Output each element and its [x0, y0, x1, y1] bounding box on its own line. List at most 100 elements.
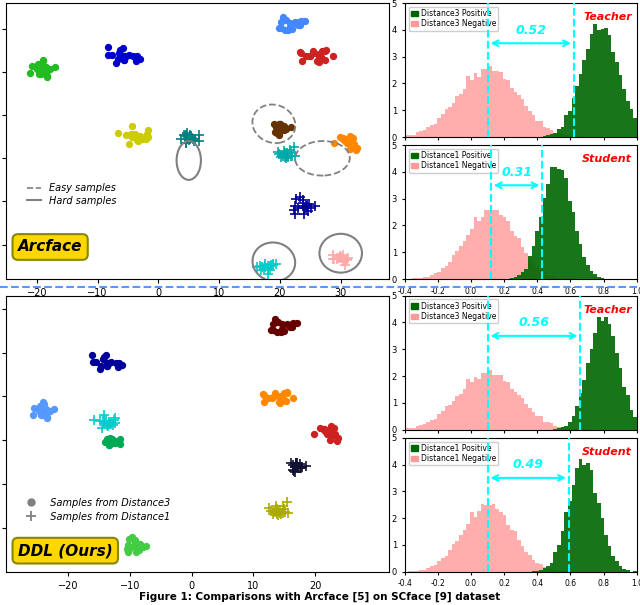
Point — [269, 388, 280, 397]
Point — [255, 266, 266, 275]
Bar — [557, 427, 561, 430]
Text: DDL (Ours): DDL (Ours) — [18, 543, 113, 558]
Point — [89, 415, 99, 425]
Bar — [600, 321, 604, 430]
Point — [25, 68, 35, 78]
Bar — [463, 88, 467, 137]
Bar — [517, 275, 521, 279]
Point — [100, 416, 111, 426]
Bar — [452, 401, 456, 430]
Bar — [622, 90, 626, 137]
Point — [38, 63, 48, 73]
Point — [42, 71, 52, 80]
Point — [104, 358, 115, 368]
Point — [316, 53, 326, 62]
Point — [36, 70, 46, 79]
Point — [99, 352, 109, 362]
Point — [131, 548, 141, 557]
Point — [298, 201, 308, 211]
Bar — [561, 127, 564, 137]
Point — [274, 123, 284, 133]
Point — [268, 259, 278, 269]
Point — [127, 132, 137, 142]
Bar — [543, 136, 546, 137]
Point — [309, 48, 319, 58]
Point — [42, 72, 52, 82]
Point — [131, 56, 141, 66]
Bar — [441, 268, 445, 279]
Point — [136, 132, 146, 142]
Bar — [419, 425, 423, 430]
Point — [266, 506, 276, 515]
Bar — [441, 411, 445, 430]
Point — [99, 410, 109, 420]
Bar — [521, 546, 524, 572]
Bar — [604, 317, 608, 430]
Bar — [441, 114, 445, 137]
Bar — [445, 407, 448, 430]
Bar — [524, 253, 528, 279]
Point — [259, 397, 269, 407]
Bar — [575, 468, 579, 572]
Point — [342, 139, 352, 148]
Bar — [593, 492, 597, 572]
Point — [320, 47, 330, 56]
Bar — [459, 394, 463, 430]
Point — [276, 18, 286, 27]
Point — [271, 122, 282, 132]
Bar — [539, 121, 543, 137]
Point — [335, 132, 345, 142]
Point — [134, 54, 145, 64]
Point — [125, 543, 135, 553]
Point — [275, 124, 285, 134]
Point — [132, 541, 143, 551]
Point — [323, 429, 333, 439]
Bar — [535, 416, 539, 430]
Bar — [532, 116, 535, 137]
Bar — [568, 136, 572, 137]
Point — [124, 534, 134, 544]
Bar — [550, 129, 554, 137]
Bar — [517, 395, 521, 430]
Bar — [611, 52, 615, 137]
Point — [281, 396, 291, 406]
Bar — [524, 269, 528, 279]
Bar — [434, 419, 437, 430]
Bar — [467, 524, 470, 572]
Point — [288, 318, 298, 327]
Point — [258, 389, 268, 399]
Point — [113, 128, 123, 137]
Point — [285, 18, 295, 28]
Bar — [564, 512, 568, 572]
Bar — [528, 408, 532, 430]
Bar — [600, 518, 604, 572]
Point — [39, 407, 49, 417]
Point — [36, 65, 47, 74]
Bar — [484, 373, 488, 430]
Point — [271, 502, 281, 511]
Point — [280, 508, 291, 517]
Point — [307, 46, 317, 56]
Bar — [589, 470, 593, 572]
Bar — [445, 109, 448, 137]
Point — [99, 416, 109, 426]
Bar — [535, 120, 539, 137]
Point — [338, 134, 348, 144]
Point — [38, 397, 49, 407]
Bar — [437, 118, 441, 137]
Bar — [539, 564, 543, 572]
Point — [329, 139, 339, 148]
Bar — [492, 210, 495, 279]
Bar — [564, 178, 568, 279]
Point — [273, 510, 283, 520]
Point — [186, 131, 196, 140]
Point — [42, 412, 52, 422]
Point — [282, 497, 292, 506]
Point — [274, 119, 284, 129]
Point — [252, 262, 262, 272]
Point — [319, 425, 329, 434]
Bar — [456, 96, 459, 137]
Point — [278, 151, 288, 160]
Bar — [564, 571, 568, 572]
Point — [278, 388, 289, 398]
